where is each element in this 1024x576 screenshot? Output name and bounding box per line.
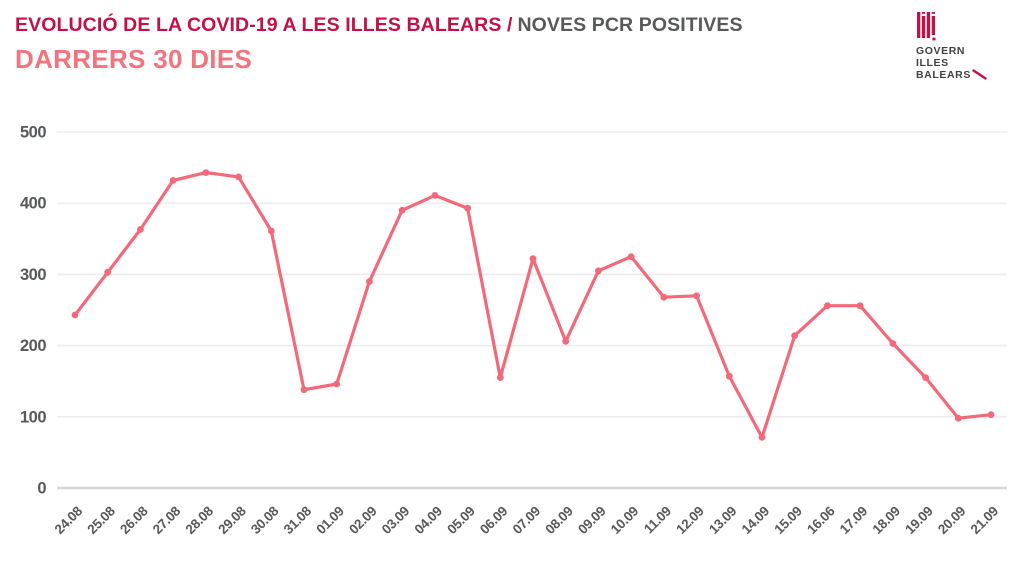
balearic-flag-icon (917, 12, 936, 41)
x-axis-tick-label: 02.09 (346, 504, 379, 537)
x-axis-tick-label: 12.09 (673, 504, 706, 537)
data-point (987, 411, 995, 419)
x-axis-tick-label: 27.08 (150, 503, 184, 537)
data-point (267, 227, 275, 235)
data-point (791, 332, 799, 339)
x-axis-tick-label: 25.08 (84, 503, 118, 537)
x-axis-tick-label: 29.08 (215, 503, 249, 537)
data-point (202, 169, 210, 176)
x-axis-tick-label: 06.09 (477, 504, 510, 537)
x-axis-tick-label: 24.08 (52, 503, 86, 537)
data-point (496, 374, 504, 381)
x-axis-tick-label: 19.09 (902, 504, 935, 537)
x-axis-tick-label: 26.08 (117, 503, 151, 537)
x-axis-tick-label: 30.08 (248, 503, 282, 537)
chart-title: EVOLUCIÓ DE LA COVID-19 A LES ILLES BALE… (15, 14, 743, 37)
data-point (398, 206, 406, 214)
data-point (627, 253, 635, 260)
data-point (889, 340, 897, 347)
data-point (300, 386, 308, 394)
chart-subtitle: DARRERS 30 DIES (15, 44, 253, 74)
x-axis-tick-label: 14.09 (739, 504, 772, 537)
x-axis-tick-label: 09.09 (575, 504, 608, 537)
x-axis-tick-label: 28.08 (183, 503, 217, 537)
x-axis-tick-label: 05.09 (444, 504, 477, 537)
data-point (169, 177, 177, 184)
chart-title-main: EVOLUCIÓ DE LA COVID-19 A LES ILLES BALE… (15, 14, 513, 36)
data-point (824, 302, 831, 310)
x-axis-tick-label: 16.06 (804, 503, 838, 537)
data-point (922, 374, 929, 381)
x-axis-tick-label: 07.09 (510, 504, 543, 537)
data-point (693, 292, 700, 300)
y-axis-tick-label: 300 (20, 266, 46, 284)
y-axis-tick-label: 400 (20, 195, 46, 213)
data-point (137, 226, 144, 233)
data-point (758, 434, 766, 441)
data-point (431, 192, 439, 199)
x-axis-tick-label: 10.09 (608, 504, 641, 537)
data-point (856, 302, 864, 310)
x-axis-tick-label: 18.09 (870, 504, 903, 537)
x-axis-tick-label: 15.09 (771, 504, 804, 537)
x-axis-tick-label: 21.09 (968, 504, 1001, 537)
x-axis-tick-label: 11.09 (641, 504, 674, 537)
data-point (562, 337, 570, 345)
line-chart: 0 100 200 300 400 500 24.08 25.08 26.08 27.08 28.0… (20, 124, 1007, 537)
logo-diagonal-stroke-icon (972, 69, 987, 80)
x-axis-tick-label: 20.09 (935, 504, 968, 537)
header: EVOLUCIÓ DE LA COVID-19 A LES ILLES BALE… (15, 14, 743, 75)
x-axis-tick-label: 13.09 (706, 504, 739, 537)
x-axis-tick-label: 31.08 (281, 503, 315, 537)
x-axis-tick-label: 04.09 (412, 504, 445, 537)
govern-illes-balears-logo: GOVERN ILLES BALEARS (916, 12, 1008, 81)
data-point (954, 414, 962, 422)
y-axis-tick-label: 500 (20, 124, 46, 142)
data-point (660, 293, 668, 301)
data-point (464, 204, 471, 212)
data-point (333, 380, 341, 388)
logo-line-govern: GOVERN (916, 45, 966, 57)
data-point (529, 255, 537, 263)
data-point (235, 173, 243, 181)
trend-line (73, 170, 993, 439)
data-point (725, 372, 733, 380)
data-point (104, 268, 112, 276)
logo-text: GOVERN ILLES BALEARS (916, 45, 1008, 81)
y-axis-tick-label: 100 (20, 408, 46, 426)
logo-line-balears: BALEARS (916, 68, 971, 81)
x-axis-tick-label: 01.09 (313, 504, 346, 537)
chart-title-secondary: NOVES PCR POSITIVES (517, 14, 743, 36)
data-point (595, 267, 602, 275)
logo-line-illes: ILLES (916, 56, 949, 69)
y-axis-tick-label: 0 (37, 480, 46, 498)
x-axis-tick-label: 17.09 (837, 504, 870, 537)
y-axis-tick-label: 200 (20, 337, 46, 355)
x-axis-tick-label: 03.09 (379, 504, 412, 537)
data-point (366, 278, 373, 285)
x-axis-tick-label: 08.09 (542, 504, 575, 537)
data-point (71, 311, 79, 319)
